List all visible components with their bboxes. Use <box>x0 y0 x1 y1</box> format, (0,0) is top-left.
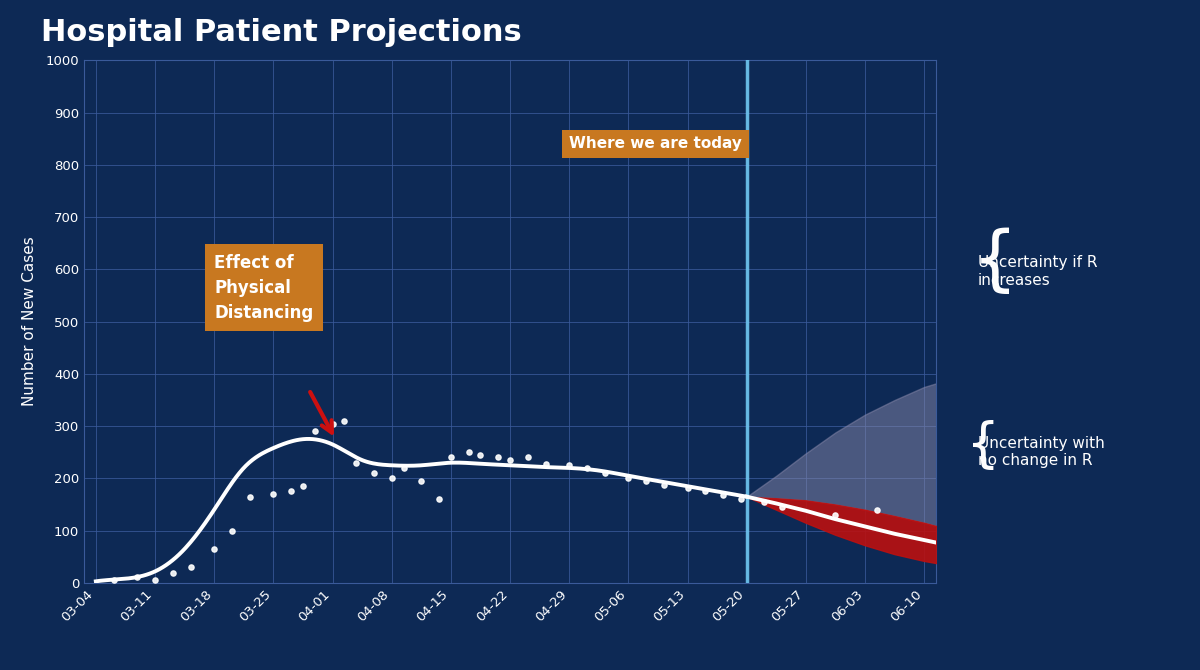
Point <box>335 415 354 426</box>
Point <box>577 462 596 473</box>
Point <box>500 455 520 466</box>
Point <box>678 482 697 493</box>
Text: }: } <box>954 416 988 468</box>
Text: Uncertainty with
no change in R: Uncertainty with no change in R <box>978 436 1105 468</box>
Point <box>240 491 259 502</box>
Text: Hospital Patient Projections: Hospital Patient Projections <box>42 18 522 47</box>
Point <box>293 481 312 492</box>
Point <box>826 510 845 521</box>
Point <box>264 488 283 499</box>
Point <box>163 568 182 579</box>
Point <box>412 476 431 486</box>
Point <box>323 418 342 429</box>
Point <box>696 486 715 497</box>
Point <box>536 458 556 469</box>
Point <box>488 452 508 463</box>
Point <box>222 525 241 536</box>
Point <box>518 452 538 463</box>
Point <box>636 476 655 486</box>
Text: Effect of
Physical
Distancing: Effect of Physical Distancing <box>214 254 313 322</box>
Point <box>654 479 673 490</box>
Y-axis label: Number of New Cases: Number of New Cases <box>22 237 37 407</box>
Point <box>347 458 366 468</box>
Point <box>145 575 164 586</box>
Text: Where we are today: Where we are today <box>569 137 742 151</box>
Point <box>868 505 887 515</box>
Point <box>755 496 774 507</box>
Point <box>204 543 223 554</box>
Point <box>282 486 301 497</box>
Point <box>382 473 401 484</box>
Point <box>619 473 638 484</box>
Point <box>127 572 146 582</box>
Point <box>104 575 124 586</box>
Text: }: } <box>954 224 1000 292</box>
Point <box>430 494 449 505</box>
Point <box>773 502 792 513</box>
Point <box>559 460 578 470</box>
Point <box>458 447 478 458</box>
Point <box>305 426 324 437</box>
Point <box>595 468 614 478</box>
Point <box>442 452 461 463</box>
Point <box>714 490 733 500</box>
Point <box>365 468 384 478</box>
Point <box>181 562 200 573</box>
Point <box>731 494 750 505</box>
Point <box>470 450 490 460</box>
Point <box>394 462 413 473</box>
Text: Uncertainty if R
increases: Uncertainty if R increases <box>978 255 1098 287</box>
